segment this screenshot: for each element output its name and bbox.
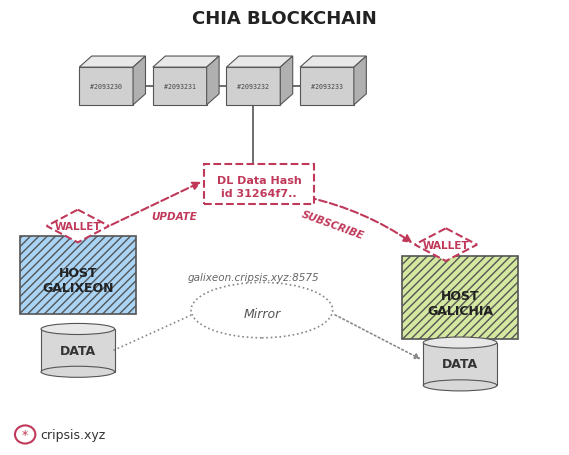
Text: CHIA BLOCKCHAIN: CHIA BLOCKCHAIN xyxy=(192,10,377,28)
Polygon shape xyxy=(300,57,366,68)
Polygon shape xyxy=(207,57,219,106)
Text: #2093230: #2093230 xyxy=(90,84,122,90)
Polygon shape xyxy=(79,57,146,68)
Text: #2093231: #2093231 xyxy=(164,84,196,90)
Text: WALLET: WALLET xyxy=(55,222,101,232)
Polygon shape xyxy=(153,57,219,68)
Text: HOST
GALICHIA: HOST GALICHIA xyxy=(427,289,493,317)
Polygon shape xyxy=(423,343,497,385)
Text: *: * xyxy=(22,428,28,441)
Polygon shape xyxy=(47,210,109,243)
Text: UPDATE: UPDATE xyxy=(151,212,197,222)
FancyBboxPatch shape xyxy=(204,165,314,205)
Ellipse shape xyxy=(423,380,497,391)
Ellipse shape xyxy=(41,366,114,378)
Text: DL Data Hash: DL Data Hash xyxy=(217,175,302,185)
Text: #2093232: #2093232 xyxy=(237,84,269,90)
Text: id 31264f7..: id 31264f7.. xyxy=(221,188,297,198)
Polygon shape xyxy=(281,57,292,106)
Polygon shape xyxy=(153,68,207,106)
Polygon shape xyxy=(226,68,281,106)
Polygon shape xyxy=(226,57,292,68)
FancyBboxPatch shape xyxy=(20,236,136,314)
Text: HOST
GALIXEON: HOST GALIXEON xyxy=(42,266,114,294)
Polygon shape xyxy=(41,329,114,372)
Polygon shape xyxy=(415,229,477,262)
Text: Mirror: Mirror xyxy=(243,308,281,320)
Text: DATA: DATA xyxy=(442,358,478,371)
Text: cripsis.xyz: cripsis.xyz xyxy=(40,428,105,441)
Text: DATA: DATA xyxy=(60,344,96,357)
Polygon shape xyxy=(300,68,354,106)
FancyBboxPatch shape xyxy=(402,256,518,339)
Polygon shape xyxy=(79,68,133,106)
Ellipse shape xyxy=(41,324,114,335)
Polygon shape xyxy=(133,57,146,106)
Text: #2093233: #2093233 xyxy=(311,84,343,90)
Text: WALLET: WALLET xyxy=(423,240,469,250)
Text: SUBSCRIBE: SUBSCRIBE xyxy=(300,209,365,241)
Polygon shape xyxy=(354,57,366,106)
Ellipse shape xyxy=(423,337,497,349)
Text: galixeon.cripsis.xyz:8575: galixeon.cripsis.xyz:8575 xyxy=(188,273,319,283)
